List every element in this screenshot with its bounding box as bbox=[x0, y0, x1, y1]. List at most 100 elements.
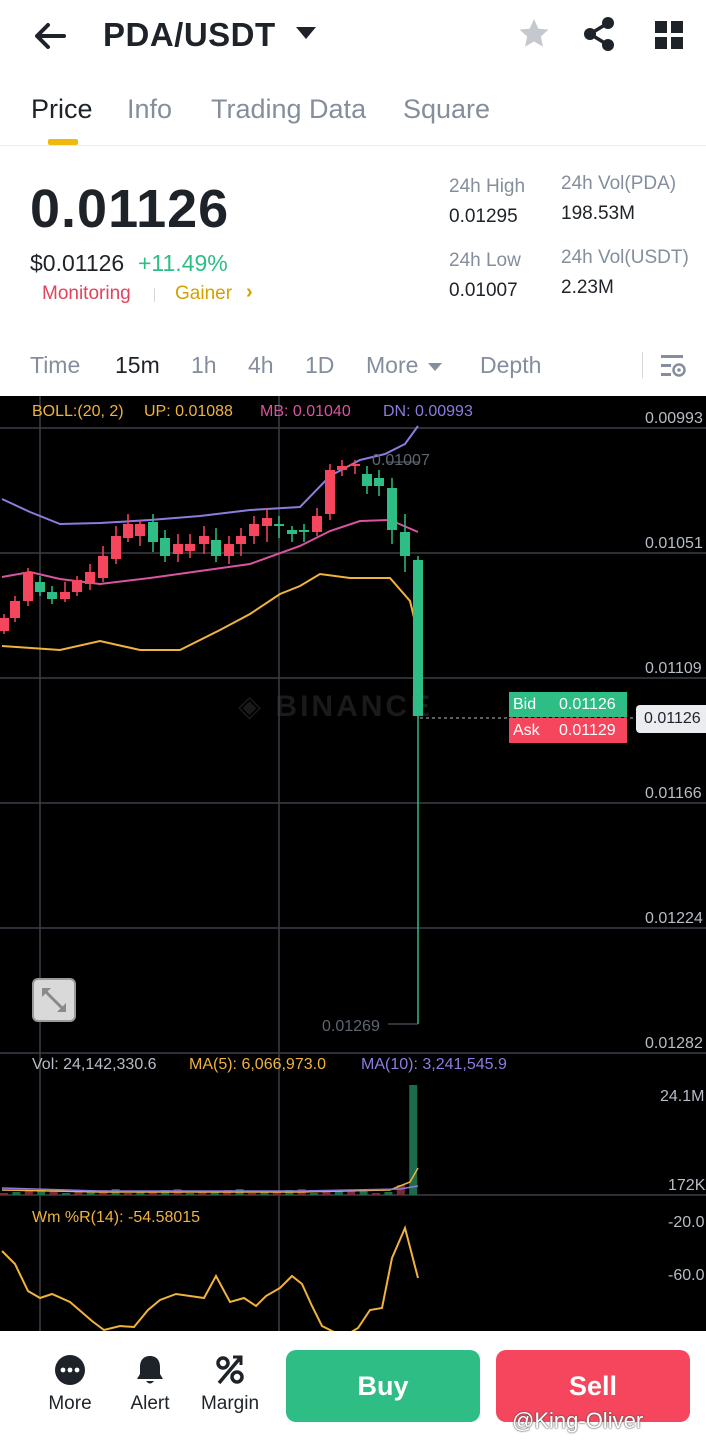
price-axis-label: 0.01109 bbox=[645, 660, 702, 677]
more-dropdown-icon[interactable] bbox=[428, 363, 442, 371]
interval-divider bbox=[642, 352, 643, 378]
price-axis-label: 0.01051 bbox=[645, 535, 703, 552]
volume-bar bbox=[248, 1193, 256, 1195]
volume-bar bbox=[409, 1085, 418, 1195]
interval-1h[interactable]: 1h bbox=[191, 352, 217, 378]
volume-bar bbox=[359, 1189, 368, 1195]
volume-bar bbox=[24, 1191, 33, 1195]
volume-bar bbox=[136, 1192, 145, 1195]
chart-canvas bbox=[0, 396, 706, 1331]
volume-ma5-line bbox=[1, 1167, 419, 1193]
bid-label: Bid bbox=[513, 696, 537, 713]
volume-bar bbox=[37, 1190, 46, 1195]
candle-body bbox=[199, 536, 209, 544]
gainer-tag[interactable]: Gainer bbox=[175, 283, 233, 304]
pair-title[interactable]: PDA/USDT bbox=[103, 16, 276, 53]
candle-body bbox=[148, 522, 158, 542]
alert-button[interactable]: Alert bbox=[115, 1353, 185, 1415]
candle-body bbox=[98, 556, 108, 578]
creator-watermark: @King-Oliver bbox=[512, 1408, 644, 1433]
price-axis-label: 0.01282 bbox=[645, 1035, 703, 1052]
tab-square[interactable]: Square bbox=[403, 94, 491, 124]
bottom-action-bar: More Alert Margin Buy Sell @King-Oliver bbox=[0, 1331, 706, 1446]
wr-axis-mid: -60.0 bbox=[668, 1267, 705, 1284]
volume-bar bbox=[210, 1191, 219, 1195]
candle-body bbox=[350, 464, 360, 466]
percent-icon bbox=[216, 1355, 244, 1385]
buy-button[interactable]: Buy bbox=[286, 1350, 480, 1422]
share-icon[interactable] bbox=[581, 15, 617, 53]
candle-body bbox=[249, 524, 259, 536]
boll-up: UP: 0.01088 bbox=[144, 403, 233, 420]
boll-middle-band bbox=[1, 518, 419, 586]
volume-axis-top: 24.1M bbox=[660, 1088, 705, 1105]
candle-body bbox=[299, 530, 309, 532]
candle-body bbox=[135, 524, 145, 536]
candle-body bbox=[35, 582, 45, 592]
bid-badge: Bid 0.01126 bbox=[509, 692, 627, 717]
high-value: 0.01295 bbox=[449, 206, 518, 227]
interval-1d[interactable]: 1D bbox=[305, 352, 335, 378]
boll-label: BOLL:(20, 2) bbox=[32, 403, 124, 420]
tab-info[interactable]: Info bbox=[127, 94, 173, 124]
candle-body bbox=[47, 592, 57, 599]
volume-bar bbox=[12, 1192, 21, 1195]
volume-bar bbox=[86, 1191, 95, 1195]
back-arrow-icon[interactable] bbox=[30, 16, 70, 56]
candle-body bbox=[337, 466, 347, 470]
candle-body bbox=[312, 516, 322, 532]
margin-label: Margin bbox=[200, 1393, 260, 1414]
volume-bar bbox=[62, 1193, 70, 1195]
candle-body bbox=[374, 478, 384, 486]
candle-body bbox=[0, 618, 9, 631]
interval-time[interactable]: Time bbox=[30, 352, 81, 378]
candle-body bbox=[123, 524, 133, 538]
last-price: 0.01126 bbox=[30, 179, 230, 239]
sell-button[interactable]: Sell bbox=[496, 1350, 690, 1422]
fullscreen-button[interactable] bbox=[32, 978, 76, 1022]
volume-bar bbox=[322, 1192, 331, 1195]
volume-axis-bottom: 172K bbox=[668, 1177, 706, 1194]
volume-bar bbox=[334, 1191, 343, 1195]
volume-bar bbox=[186, 1193, 194, 1195]
chevron-right-icon[interactable]: › bbox=[246, 281, 253, 303]
tag-divider bbox=[154, 288, 155, 302]
candle-body bbox=[325, 470, 335, 514]
pair-dropdown-icon[interactable] bbox=[296, 27, 316, 39]
candle-body bbox=[85, 572, 95, 584]
volume-label: Vol: 24,142,330.6 bbox=[32, 1056, 157, 1073]
interval-bar: Time 15m 1h 4h 1D More Depth bbox=[0, 338, 706, 396]
candle-body bbox=[160, 538, 170, 556]
volume-bar bbox=[310, 1193, 318, 1195]
interval-more[interactable]: More bbox=[366, 352, 419, 378]
candle-body bbox=[224, 544, 234, 556]
grid-menu-icon[interactable] bbox=[651, 15, 687, 53]
high-label: 24h High bbox=[449, 176, 526, 197]
volume-bar bbox=[124, 1193, 132, 1195]
margin-button[interactable]: Margin bbox=[195, 1353, 265, 1415]
vol-quote-value: 2.23M bbox=[561, 277, 614, 298]
boll-dn: DN: 0.00993 bbox=[383, 403, 473, 420]
monitoring-tag[interactable]: Monitoring bbox=[42, 283, 131, 304]
candle-body bbox=[185, 544, 195, 551]
alert-label: Alert bbox=[130, 1393, 170, 1414]
interval-4h[interactable]: 4h bbox=[248, 352, 274, 378]
more-button[interactable]: More bbox=[35, 1353, 105, 1415]
candle-body bbox=[400, 532, 410, 556]
bell-icon bbox=[137, 1356, 163, 1384]
interval-15m[interactable]: 15m bbox=[115, 352, 160, 378]
low-label: 24h Low bbox=[449, 250, 521, 271]
vol-base-value: 198.53M bbox=[561, 203, 635, 224]
tab-trading-data[interactable]: Trading Data bbox=[211, 94, 367, 124]
star-icon[interactable] bbox=[516, 15, 552, 53]
exchange-watermark: ◈ BINANCE bbox=[238, 690, 434, 723]
depth-tab[interactable]: Depth bbox=[480, 352, 542, 378]
more-dots-icon bbox=[55, 1355, 85, 1385]
kline-chart[interactable]: ◈ BINANCE BOLL:(20, 2) UP: 0.01088 MB: 0… bbox=[0, 396, 706, 1331]
candle-body bbox=[72, 580, 82, 592]
volume-bar bbox=[148, 1191, 157, 1195]
chart-settings-icon[interactable] bbox=[659, 352, 687, 380]
boll-lower-band bbox=[1, 572, 419, 652]
volume-bar bbox=[384, 1192, 393, 1195]
tab-price[interactable]: Price bbox=[31, 94, 93, 124]
